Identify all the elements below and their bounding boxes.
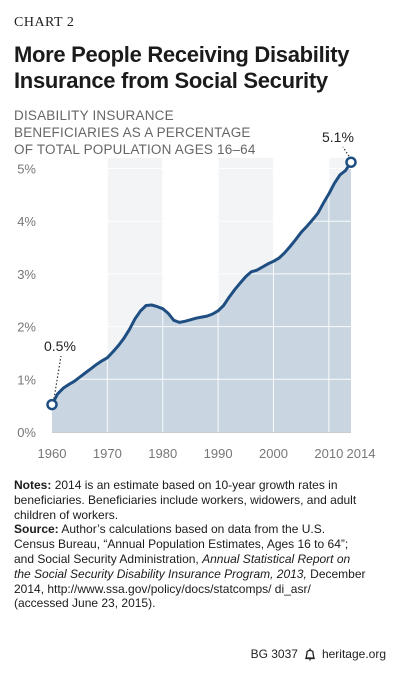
y-tick-label: 3%	[17, 267, 36, 282]
notes-line: children of workers.	[14, 507, 119, 522]
y-axis-ticks: 0% 1% 2% 3% 4% 5%	[17, 162, 36, 440]
footer: BG 3037 heritage.org	[251, 647, 386, 661]
y-tick-label: 0%	[17, 425, 36, 440]
y-axis-title-line: OF TOTAL POPULATION AGES 16–64	[14, 142, 256, 157]
y-tick-label: 4%	[17, 214, 36, 229]
end-point-marker	[345, 156, 357, 168]
source-title: the Social Security Disability Insurance…	[14, 566, 307, 581]
start-point-marker	[46, 398, 58, 411]
liberty-bell-icon	[305, 648, 315, 660]
x-tick-label: 1960	[38, 446, 67, 461]
y-tick-label: 1%	[17, 372, 36, 387]
start-value-label: 0.5%	[44, 338, 76, 354]
y-tick-label: 5%	[17, 162, 36, 177]
gridline-overlay	[52, 158, 351, 432]
source-line: Census Bureau, “Annual Population Estima…	[14, 537, 349, 552]
area-fill	[52, 162, 351, 432]
site-link[interactable]: heritage.org	[321, 647, 386, 661]
x-tick-label: 1980	[148, 446, 177, 461]
series-line	[50, 161, 353, 406]
end-value-label: 5.1%	[322, 129, 354, 145]
source-url: 2014, http://www.ssa.gov/policy/docs/sta…	[14, 581, 311, 596]
x-tick-label: 1990	[204, 446, 233, 461]
page-title: More People Receiving Disability Insuran…	[14, 42, 350, 93]
source-label: Source:	[14, 522, 59, 537]
annotations: 0.5% 5.1%	[44, 129, 357, 411]
y-tick-label: 2%	[17, 320, 36, 335]
source-text: Source: Author’s calculations based on d…	[14, 522, 388, 611]
y-axis-title: DISABILITY INSURANCE BENEFICIARIES AS A …	[14, 107, 386, 158]
y-axis-title-line: DISABILITY INSURANCE	[14, 108, 174, 123]
x-axis-ticks: 1960 1970 1980 1990 2000 2010 2014	[38, 446, 376, 461]
annotation-leader	[53, 355, 62, 399]
notes-block: Notes: 2014 is an estimate based on 10-y…	[14, 478, 388, 611]
source-line: and Social Security Administration,	[14, 551, 199, 566]
notes-line: beneficiaries. Beneficiaries include wor…	[14, 492, 357, 507]
x-tick-label: 2010	[314, 446, 343, 461]
source-line: December	[310, 566, 366, 581]
notes-label: Notes:	[14, 478, 52, 492]
notes-text: Notes: 2014 is an estimate based on 10-y…	[14, 478, 388, 522]
x-tick-label: 2014	[347, 446, 376, 461]
annotation-leader	[342, 146, 350, 157]
source-line: Author’s calculations based on data from…	[61, 522, 326, 537]
source-title: Annual Statistical Report on	[202, 551, 351, 566]
report-code: BG 3037	[250, 647, 298, 661]
chart-label: CHART 2	[14, 15, 75, 30]
y-axis-title-line: BENEFICIARIES AS A PERCENTAGE	[14, 125, 251, 140]
x-tick-label: 1970	[93, 446, 122, 461]
source-line: (accessed June 23, 2015).	[14, 596, 156, 611]
notes-line: 2014 is an estimate based on 10-year gro…	[54, 478, 338, 492]
x-tick-label: 2000	[259, 446, 288, 461]
